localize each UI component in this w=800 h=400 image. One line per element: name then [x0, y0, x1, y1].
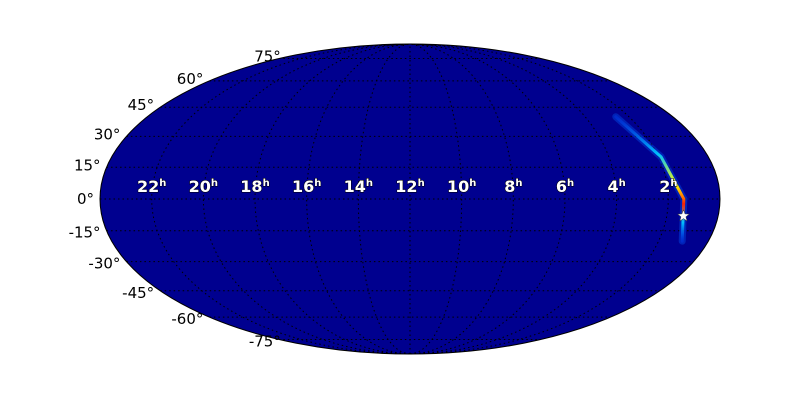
probability-arc	[612, 113, 688, 245]
lon-tick-label: 6h	[556, 177, 574, 196]
lon-tick-label: 22h	[137, 177, 166, 196]
lon-tick-label: 18h	[240, 177, 269, 196]
meridian-gridline	[254, 44, 411, 354]
meridian-gridline	[151, 44, 411, 354]
meridian-gridline	[409, 44, 669, 354]
lon-tick-label: 16h	[292, 177, 321, 196]
lat-tick-label: -15°	[69, 224, 101, 242]
meridian-gridline	[409, 44, 618, 354]
lat-tick-label: 30°	[94, 125, 121, 143]
meridian-gridline	[409, 44, 566, 354]
star-marker-icon	[676, 209, 691, 222]
sky-background	[100, 44, 720, 354]
lat-tick-label: -75°	[249, 332, 281, 350]
lon-tick-label: 20h	[189, 177, 218, 196]
lon-tick-label: 2h	[659, 177, 677, 196]
meridian-gridline	[202, 44, 411, 354]
lon-tick-label: 8h	[504, 177, 522, 196]
lat-tick-label: -30°	[88, 255, 120, 273]
lat-tick-label: 60°	[177, 70, 204, 88]
lat-tick-label: -60°	[171, 310, 203, 328]
lon-tick-label: 14h	[344, 177, 373, 196]
lat-tick-label: 15°	[74, 156, 101, 174]
meridian-gridline	[357, 44, 411, 354]
sky-outline	[99, 43, 721, 355]
meridian-gridline	[409, 44, 463, 354]
lat-tick-label: -45°	[122, 284, 154, 302]
lat-tick-label: 75°	[254, 48, 281, 66]
lat-tick-label: 45°	[128, 96, 155, 114]
lat-tick-label: 0°	[77, 190, 94, 208]
lon-tick-label: 4h	[608, 177, 626, 196]
lon-tick-label: 12h	[395, 177, 424, 196]
lon-tick-label: 10h	[447, 177, 476, 196]
arc-core	[614, 115, 686, 243]
